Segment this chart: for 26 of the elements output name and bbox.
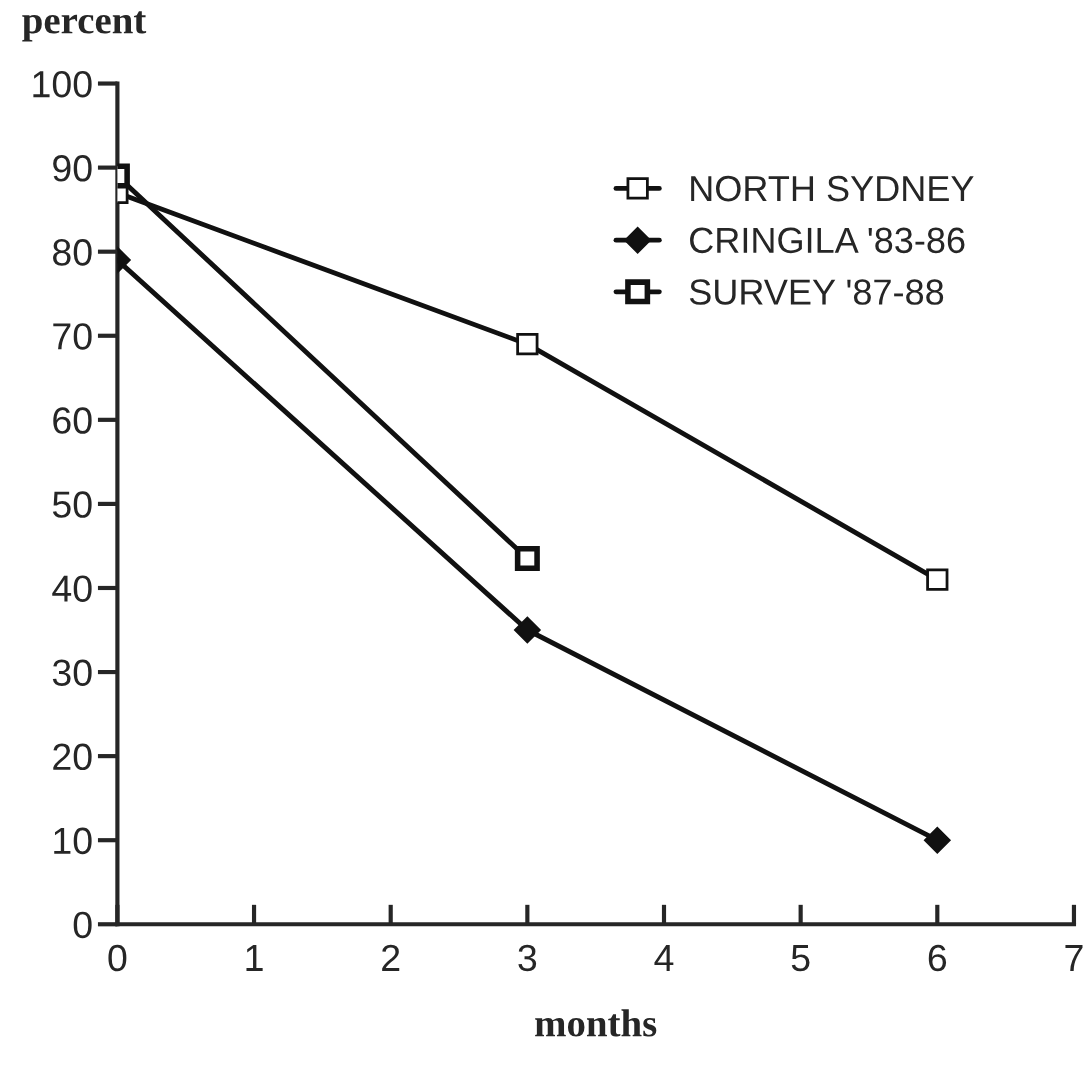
- point: [924, 827, 951, 854]
- y-tick-label: 30: [52, 659, 92, 687]
- x-axis-title: months: [535, 1009, 657, 1037]
- x-tick-label: 2: [382, 944, 400, 971]
- x-tick-label: 4: [654, 945, 674, 971]
- x-tick-label: 6: [928, 944, 947, 972]
- legend-label: NORTH SYDNEY: [691, 175, 974, 202]
- x-tick-label: 5: [791, 945, 810, 972]
- y-tick-label: 80: [53, 239, 92, 266]
- y-tick-label: 40: [52, 575, 92, 602]
- x-tick-label: 0: [108, 944, 127, 972]
- y-tick-label: 50: [52, 491, 92, 518]
- point: [926, 568, 949, 591]
- y-tick-label: 0: [73, 911, 92, 939]
- legend-label: SURVEY '87-88: [689, 279, 944, 305]
- x-tick-label: 1: [246, 945, 263, 971]
- y-tick-label: 60: [53, 407, 92, 434]
- x-tick-label: 3: [518, 944, 537, 972]
- x-tick-label: 7: [1065, 945, 1083, 971]
- y-axis-title: percent: [22, 11, 147, 42]
- y-tick-label: 20: [53, 743, 92, 771]
- y-tick-label: 90: [53, 155, 92, 182]
- legend-label: CRINGILA '83-86: [690, 227, 965, 254]
- y-tick-label: 10: [54, 827, 92, 855]
- y-tick-label: 70: [53, 323, 92, 350]
- y-tick-label: 100: [33, 70, 92, 98]
